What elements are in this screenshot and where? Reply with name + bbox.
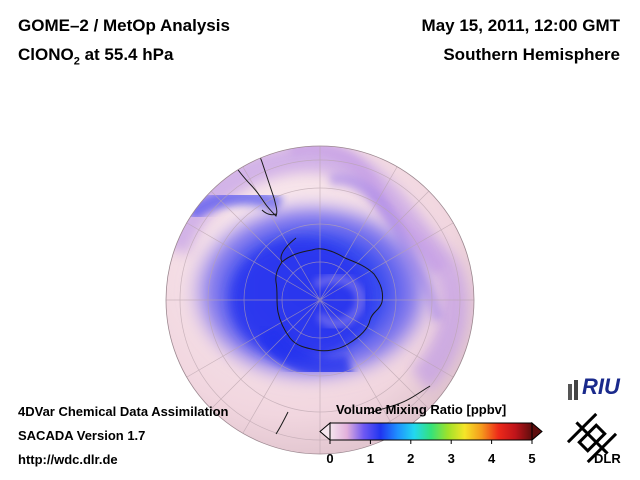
colorbar-title: Volume Mixing Ratio [ppbv]: [336, 402, 507, 417]
pressure-level: at 55.4 hPa: [79, 45, 174, 64]
colorbar-high-arrow: [531, 421, 543, 442]
colorbar-tick-marks: [329, 440, 533, 444]
colorbar-bar: [329, 422, 533, 441]
colorbar-tick-label: 2: [407, 451, 415, 466]
hemisphere-label: Southern Hemisphere: [443, 45, 620, 64]
madagascar-coast: [467, 195, 474, 213]
antarctica-coast: [275, 248, 383, 352]
graticule: [166, 146, 474, 454]
antarctic-peninsula: [280, 237, 297, 263]
australia-coast: [367, 385, 431, 415]
footer-method: 4DVar Chemical Data Assimilation: [18, 404, 229, 419]
product-title: GOME–2 / MetOp Analysis: [18, 16, 230, 35]
riu-logo: RIU: [582, 374, 620, 399]
colorbar-tick-label: 1: [366, 451, 374, 466]
footer-url[interactable]: http://wdc.dlr.de: [18, 452, 118, 467]
globe-outline: [165, 145, 475, 455]
colorbar-tick-label: 0: [326, 451, 334, 466]
species-title: ClONO2 at 55.4 hPa: [18, 45, 173, 67]
colorbar-tick-label: 5: [528, 451, 536, 466]
species-subscript: 2: [73, 55, 80, 68]
tierra-del-fuego: [261, 209, 277, 216]
globe: [165, 145, 475, 455]
species-name: ClONO: [18, 45, 74, 64]
riu-logo-icon: [568, 380, 578, 400]
date-time: May 15, 2011, 12:00 GMT: [421, 16, 620, 35]
colorbar-tick-label: 3: [447, 451, 455, 466]
inner-swirl: [312, 275, 365, 328]
dlr-logo: DLR: [594, 451, 621, 466]
dlr-logo-icon: [566, 412, 618, 464]
colorbar-low-arrow: [319, 421, 331, 442]
vortex-tail: [257, 325, 354, 380]
clono2-field: [166, 146, 474, 454]
colorbar-tick-label: 4: [487, 451, 496, 466]
new-zealand-coast: [275, 411, 289, 435]
colorbar: [319, 421, 543, 444]
footer-version: SACADA Version 1.7: [18, 428, 146, 443]
